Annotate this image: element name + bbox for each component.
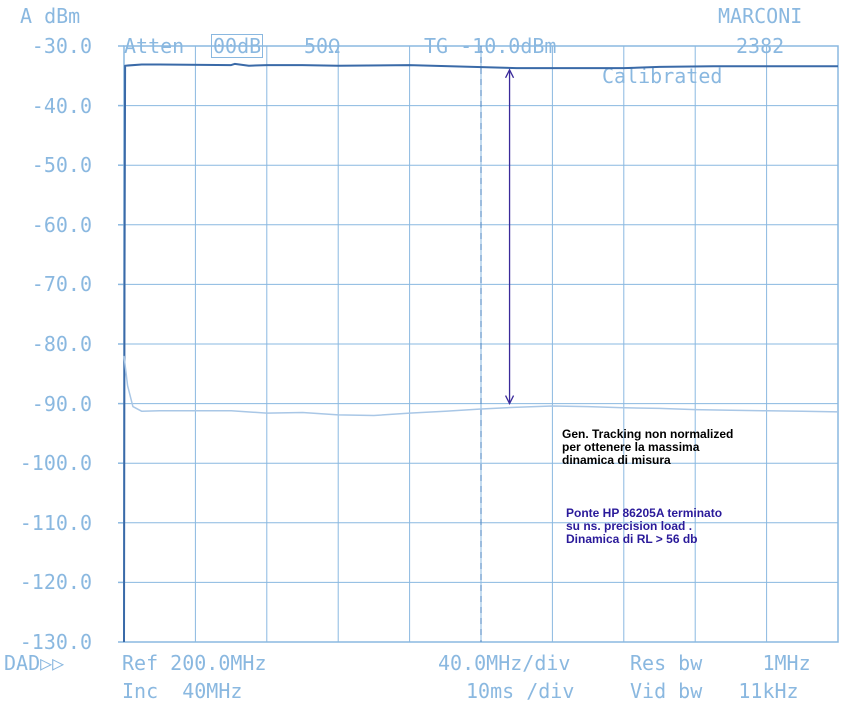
y-tick-label: -100.0 [19, 451, 92, 476]
series-line-return-loss [123, 355, 839, 417]
sweep-per-div: 10ms /div [466, 679, 575, 703]
y-tick-label: -40.0 [31, 93, 92, 118]
marker-indicator: DAD▷▷ [4, 651, 65, 675]
y-tick-label: -110.0 [19, 510, 92, 535]
annotation-bridge-note: Ponte HP 86205A terminato su ns. precisi… [566, 506, 723, 546]
span-per-div: 40.0MHz/div [438, 651, 571, 675]
ref-frequency: Ref 200.0MHz [122, 651, 267, 675]
dynamic-range-arrow-head-bottom [504, 395, 515, 406]
annotation-tracking-note: Gen. Tracking non normalized per ottener… [562, 427, 734, 467]
resolution-bandwidth: Res bw 1MHz [630, 651, 811, 675]
y-tick-label: -50.0 [31, 153, 92, 178]
y-tick-label: -80.0 [31, 332, 92, 356]
y-tick-label: -90.0 [31, 391, 92, 416]
y-tick-label: -70.0 [31, 272, 92, 297]
y-tick-label: -60.0 [31, 212, 92, 237]
status-calibrated: Calibrated [600, 64, 725, 88]
y-tick-label: -30.0 [31, 34, 92, 58]
inc-frequency: Inc 40MHz [122, 679, 243, 703]
video-bandwidth: Vid bw 11kHz [630, 679, 799, 703]
y-tick-label: -120.0 [19, 570, 92, 595]
dynamic-range-arrow-head-top [504, 68, 515, 79]
unit-label: A dBm [20, 4, 81, 28]
y-tick-label: -130.0 [19, 630, 92, 654]
brand-label: MARCONI [718, 4, 803, 28]
series-line-reference [123, 62, 838, 643]
